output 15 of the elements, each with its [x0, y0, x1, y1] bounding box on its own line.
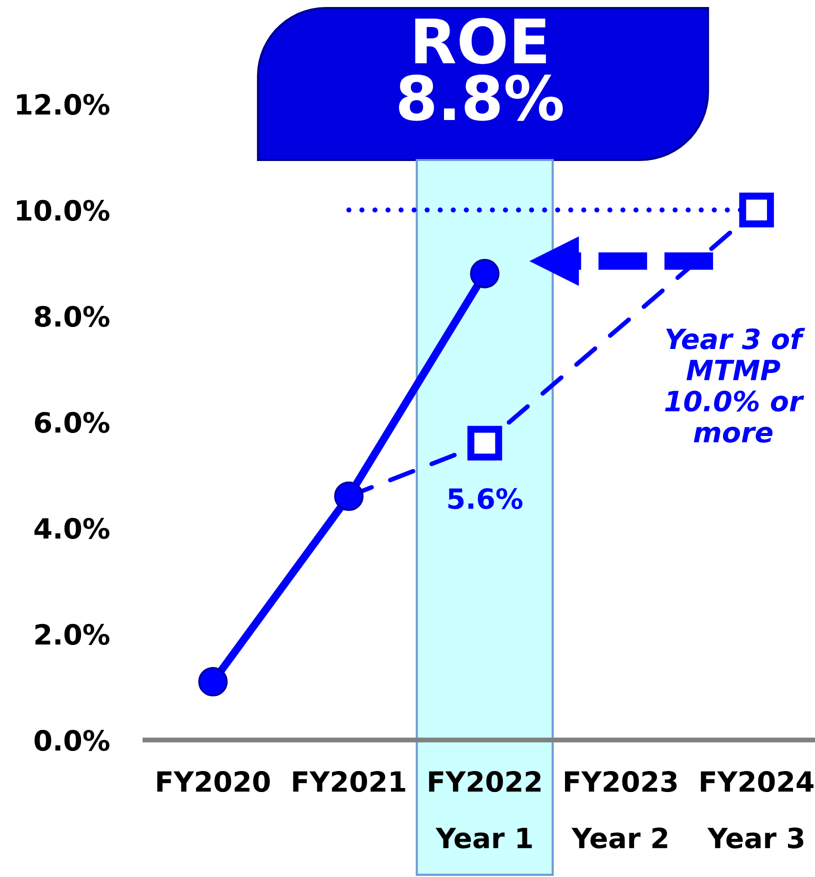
annotation: Year 3 of MTMP 10.0% or more	[665, 328, 806, 443]
y-tick-label: 6.0%	[34, 412, 110, 433]
y-tick-label: 0.0%	[34, 730, 110, 751]
chart-title: ROE 8.8%	[398, 18, 563, 121]
y-tick-label: 10.0%	[17, 200, 110, 221]
category-label: FY2023 Year 2	[565, 771, 677, 848]
y-tick-label: 2.0%	[35, 624, 110, 645]
y-tick-label: 8.0%	[34, 306, 110, 327]
x-tick-label: FY2021	[293, 771, 406, 792]
y-tick-label: 12.0%	[17, 94, 110, 115]
category-label: FY2024 Year 3	[700, 771, 814, 848]
data-label: 5.6%	[448, 488, 522, 510]
x-tick-label: FY2020	[157, 771, 270, 792]
category-label: FY2022 Year 1	[429, 771, 541, 848]
y-tick-label: 4.0%	[34, 518, 110, 539]
